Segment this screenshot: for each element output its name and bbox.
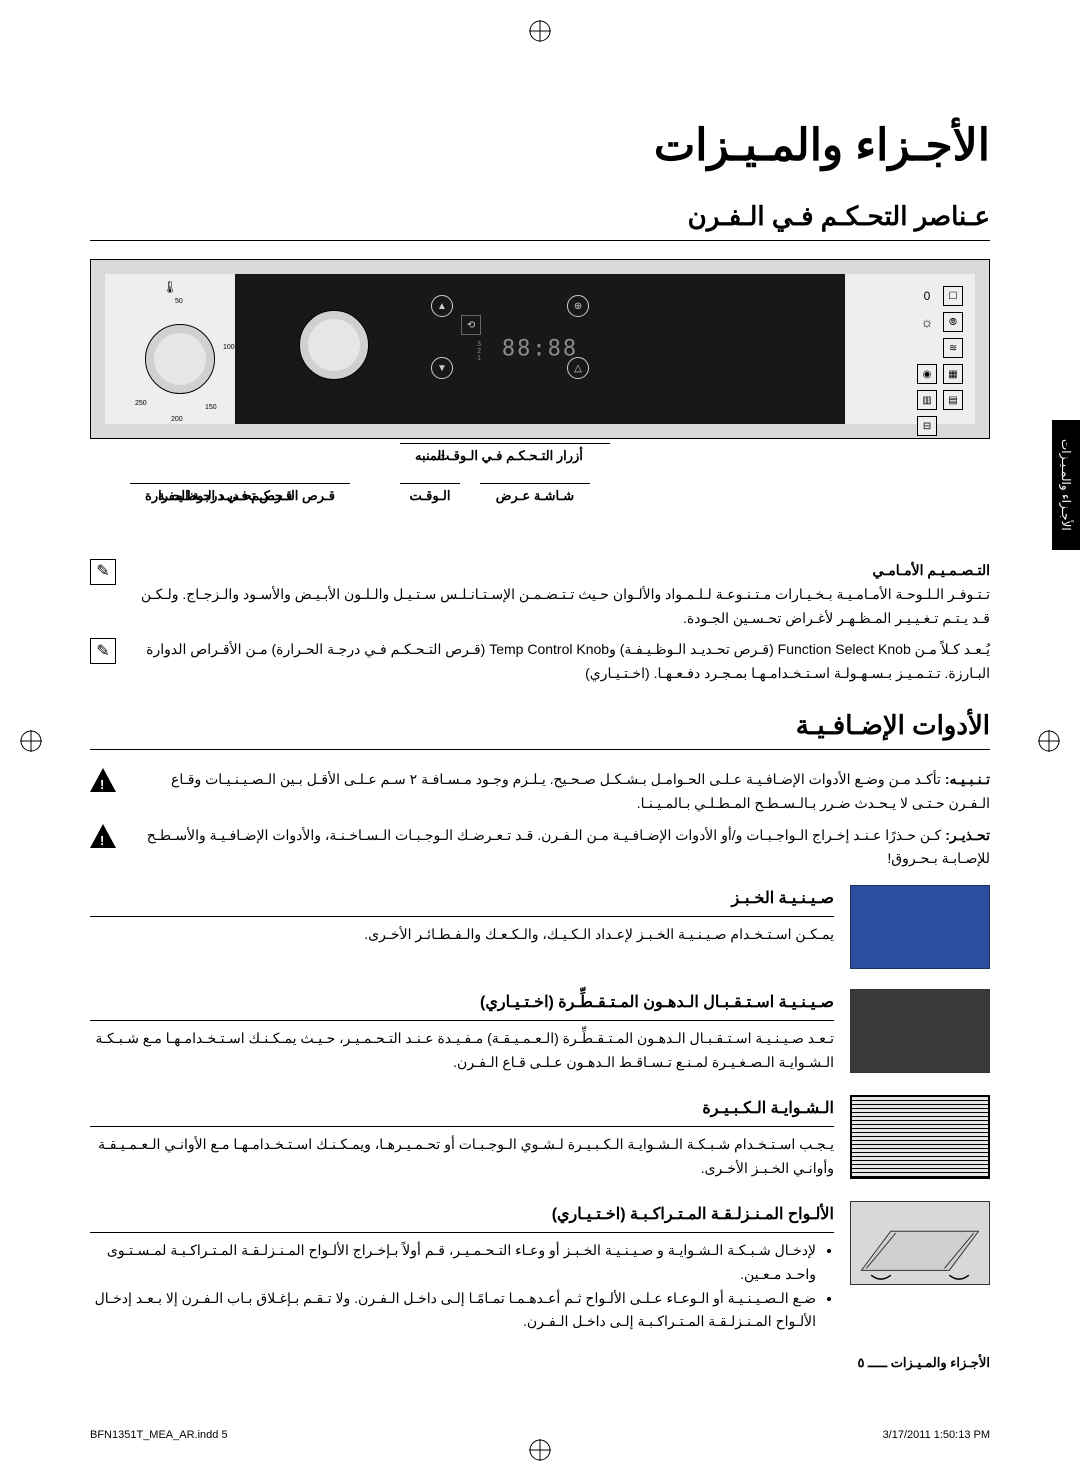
timer-buttons: ▲ ▼ <box>431 295 453 379</box>
function-knob <box>299 310 369 380</box>
mode-icon: ⦾ <box>943 312 963 332</box>
temp-100: 100 <box>223 344 235 351</box>
warning-icon <box>90 768 116 792</box>
clock-buttons: ⊕ △ <box>567 295 589 379</box>
telescopic-rails-image <box>850 1201 990 1285</box>
function-mode-icons: ☐ 0 ⦾ ☼ ≋ ▦ ◉ ▤ ▥ ⊟ <box>917 286 963 436</box>
mode-icon: ▦ <box>943 364 963 384</box>
mode-icon: ◉ <box>917 364 937 384</box>
callout-labels: أزرار التـحـكـم فـي الـوقـت المنبه قـرص … <box>90 449 990 539</box>
warning-clearance: تـنـبـيـه: تأكـد مـن وضـع الأدوات الإضـا… <box>90 768 990 816</box>
warning1-body: تأكـد مـن وضـع الأدوات الإضـافـيـة عـلـى… <box>171 771 990 811</box>
temp-250: 250 <box>135 400 147 407</box>
print-file-name: BFN1351T_MEA_AR.indd 5 <box>90 1429 228 1441</box>
alarm-button: △ <box>567 357 589 379</box>
accessory-rails-bullet1: لإدخـال شـبـكـة الـشـوايـة و صـيـنـيـة ا… <box>90 1239 816 1287</box>
registration-mark-bottom <box>529 1439 551 1461</box>
wire-rack-image <box>850 1095 990 1179</box>
timer-mode-icons: ⟲ 3 2 1 <box>461 315 481 362</box>
note-knob: يُـعـد كـلاً مـن Function Select Knob (ق… <box>90 638 990 686</box>
sidebar-tab: الأجـزاء والمـيـزات <box>1052 420 1080 550</box>
accessory-drip-body: تـعـد صـيـنـيـة اسـتـقـبـال الـدهـون الم… <box>90 1027 834 1075</box>
mode-icon: ▤ <box>943 390 963 410</box>
accessory-rails-bullet2: ضـع الـصـيـنـيـة أو الـوعـاء عـلـى الألـ… <box>90 1287 816 1335</box>
accessory-drip-title: صـيـنـيـة اسـتـقـبـال الـدهـون المـتـقـط… <box>90 989 834 1021</box>
temp-50: 50 <box>175 298 183 305</box>
warning-hot: تحـذيـر: كـن حـذرًا عـنـد إخـراج الـواجـ… <box>90 824 990 872</box>
info-note-icon: ✎ <box>90 559 116 585</box>
mode-icon: ≋ <box>943 338 963 358</box>
accessory-bake-body: يمـكـن اسـتـخـدام صـيـنـيـة الخـبـز لإعـ… <box>90 923 834 947</box>
callout-time: الـوقـت <box>400 483 460 504</box>
registration-mark-top <box>529 20 551 42</box>
temperature-knob-panel: 🌡 50 100 150 200 250 <box>105 274 235 424</box>
accessory-baking-tray: صـيـنـيـة الخـبـز يمـكـن اسـتـخـدام صـيـ… <box>90 885 990 969</box>
note-knob-body: يُـعـد كـلاً مـن Function Select Knob (ق… <box>126 638 990 686</box>
page-footer: الأجـزاء والمـيـزات ـــــ ٥ <box>857 1355 990 1371</box>
drip-tray-image <box>850 989 990 1073</box>
callout-func-knob: قـرص تحـديـد الـوظـيـفـة <box>140 483 310 504</box>
section-oven-controls-title: عـناصر التحـكـم فـي الـفـرن <box>90 201 990 241</box>
warning-icon <box>90 824 116 848</box>
note-front-design-body: تـتـوفـر الـلـوحـة الأمـامـيـة بـخـيـارا… <box>141 586 990 626</box>
accessory-wire-rack: الـشـوايـة الـكـبـيـرة يـجـب اسـتـخـدام … <box>90 1095 990 1181</box>
accessory-wire-body: يـجـب اسـتـخـدام شـبـكـة الـشـوايـة الـك… <box>90 1133 834 1181</box>
print-footer: BFN1351T_MEA_AR.indd 5 3/17/2011 1:50:13… <box>90 1429 990 1441</box>
accessory-telescopic-rails: الألـواح المـنـزلـقـة المـتـراكـبـة (اخـ… <box>90 1201 990 1334</box>
warning2-title: تحـذيـر: <box>945 827 990 843</box>
mode-zero-icon: 0 <box>917 286 937 306</box>
accessory-drip-tray: صـيـنـيـة اسـتـقـبـال الـدهـون المـتـقـط… <box>90 989 990 1075</box>
timer-down-button: ▼ <box>431 357 453 379</box>
mode-icon: ☐ <box>943 286 963 306</box>
temp-150: 150 <box>205 404 217 411</box>
callout-display: شـاشـة عـرض <box>480 483 590 504</box>
page-title: الأجـزاء والمـيـزات <box>90 120 990 171</box>
clock-button: ⊕ <box>567 295 589 317</box>
mode-icon: ▥ <box>917 390 937 410</box>
print-timestamp: 3/17/2011 1:50:13 PM <box>883 1429 990 1441</box>
accessory-wire-title: الـشـوايـة الـكـبـيـرة <box>90 1095 834 1127</box>
thermometer-icon: 🌡 <box>162 280 177 294</box>
function-knob-panel: ☐ 0 ⦾ ☼ ≋ ▦ ◉ ▤ ▥ ⊟ <box>845 274 975 424</box>
note-front-design: التـصـمـيـم الأمـامـي تـتـوفـر الـلـوحـة… <box>90 559 990 630</box>
callout-alarm: المنبه <box>400 443 460 464</box>
warning2-body: كـن حـذرًا عـنـد إخـراج الـواجـبـات و/أو… <box>147 827 990 867</box>
baking-tray-image <box>850 885 990 969</box>
control-panel-diagram: ☐ 0 ⦾ ☼ ≋ ▦ ◉ ▤ ▥ ⊟ 🌡 50 100 150 200 250… <box>90 259 990 439</box>
timer-up-button: ▲ <box>431 295 453 317</box>
info-note-icon: ✎ <box>90 638 116 664</box>
accessory-rails-title: الألـواح المـنـزلـقـة المـتـراكـبـة (اخـ… <box>90 1201 834 1233</box>
accessory-bake-title: صـيـنـيـة الخـبـز <box>90 885 834 917</box>
note-front-design-title: التـصـمـيـم الأمـامـي <box>873 562 990 578</box>
section-accessories-title: الأدوات الإضـافـيـة <box>90 710 990 750</box>
timer-mode-icon: ⟲ <box>461 315 481 335</box>
mode-icon: ⊟ <box>917 416 937 436</box>
mode-light-icon: ☼ <box>917 312 937 332</box>
registration-mark-left <box>20 730 42 752</box>
warning1-title: تـنـبـيـه: <box>945 771 990 787</box>
temp-200: 200 <box>171 416 183 423</box>
registration-mark-right <box>1038 730 1060 752</box>
temperature-knob <box>145 324 215 394</box>
